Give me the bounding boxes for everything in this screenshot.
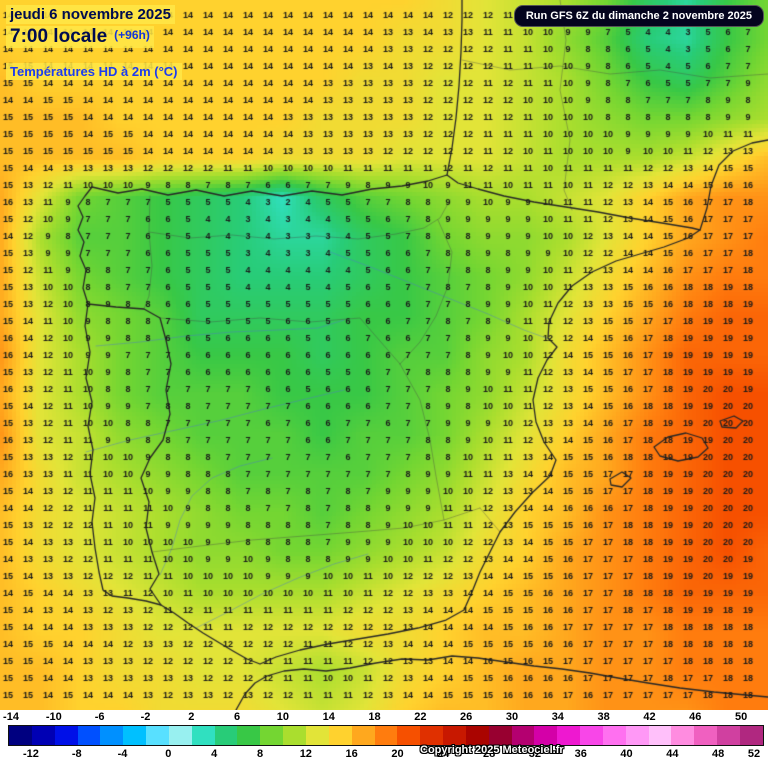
legend-color-cell <box>328 726 352 745</box>
legend-color-cell <box>694 726 718 745</box>
legend-tick-label: 32 <box>528 748 542 760</box>
legend-color-cell <box>648 726 672 745</box>
variable-label: Températures HD à 2m (°C) <box>6 63 182 80</box>
legend-tick-label: 44 <box>666 748 679 760</box>
legend-tick-label: 26 <box>460 711 473 723</box>
legend-tick-label: 28 <box>482 748 496 760</box>
temperature-legend: -14 -10 -6 -2 2 6 10 14 18 22 26 30 34 38 42 46 50 -12 -8… <box>0 710 768 768</box>
legend-tick-label: 24 <box>437 748 450 760</box>
copyright-text: Copyright 2025 Meteociel.fr <box>420 744 564 756</box>
legend-color-cell <box>305 726 329 745</box>
legend-color-cell <box>397 726 421 745</box>
legend-tick-label: 42 <box>643 711 656 723</box>
legend-color-cell <box>625 726 649 745</box>
legend-tick-label: 52 <box>747 748 761 760</box>
forecast-offset-label: (+96h) <box>114 28 150 42</box>
legend-tick-label: -12 <box>22 748 39 760</box>
legend-tick-label: 20 <box>391 748 404 760</box>
legend-tick-label: -14 <box>3 711 19 723</box>
legend-tick-label: 30 <box>505 711 519 723</box>
legend-color-cell <box>420 726 444 745</box>
legend-tick-label: 38 <box>597 711 610 723</box>
legend-tick-label: 46 <box>689 711 702 723</box>
legend-color-cell <box>146 726 169 745</box>
legend-tick-label: 14 <box>322 711 335 723</box>
forecast-date-label: jeudi 6 novembre 2025 <box>6 5 175 24</box>
legend-color-cell <box>77 726 101 745</box>
legend-tick-label: 0 <box>165 748 172 760</box>
legend-color-cell <box>511 726 535 745</box>
legend-color-cell <box>534 726 558 745</box>
legend-tick-label: 34 <box>551 711 564 723</box>
legend-color-cell <box>214 726 238 745</box>
legend-tick-label: 16 <box>345 748 358 760</box>
legend-color-cell <box>602 726 626 745</box>
legend-tick-label: 6 <box>234 711 241 723</box>
legend-color-bar <box>8 725 764 746</box>
legend-tick-label: 10 <box>276 711 290 723</box>
legend-tick-label: -8 <box>71 748 82 760</box>
legend-tick-label: 40 <box>620 748 633 760</box>
legend-color-cell <box>488 726 512 745</box>
legend-color-cell <box>123 726 147 745</box>
legend-color-cell <box>740 726 763 745</box>
legend-tick-label: -2 <box>140 711 151 723</box>
legend-tick-label: 36 <box>574 748 587 760</box>
legend-tick-label: -6 <box>94 711 105 723</box>
legend-color-cell <box>237 726 261 745</box>
legend-color-cell <box>9 726 32 745</box>
legend-color-cell <box>717 726 740 745</box>
legend-color-cell <box>557 726 581 745</box>
legend-tick-label: 2 <box>188 711 195 723</box>
legend-tick-label: 12 <box>299 748 312 760</box>
legend-color-cell <box>260 726 284 745</box>
legend-color-cell <box>374 726 398 745</box>
legend-color-cell <box>54 726 78 745</box>
legend-color-cell <box>191 726 215 745</box>
legend-color-cell <box>443 726 466 745</box>
forecast-time-text: 7:00 locale <box>10 26 108 47</box>
legend-tick-label: 22 <box>414 711 427 723</box>
legend-tick-label: 18 <box>368 711 381 723</box>
legend-color-cell <box>580 726 603 745</box>
legend-tick-label: -10 <box>45 711 62 723</box>
legend-tick-label: 4 <box>211 748 218 760</box>
legend-tick-label: -4 <box>117 748 128 760</box>
run-info-badge: Run GFS 6Z du dimanche 2 novembre 2025 <box>513 5 764 27</box>
forecast-time-label: 7:00 locale (+96h) <box>6 26 154 48</box>
legend-color-cell <box>671 726 695 745</box>
legend-tick-label: 48 <box>712 748 725 760</box>
legend-color-cell <box>100 726 124 745</box>
legend-color-cell <box>168 726 192 745</box>
legend-tick-label: 8 <box>256 748 264 760</box>
temperature-map-canvas <box>0 0 768 710</box>
legend-color-cell <box>31 726 55 745</box>
legend-color-cell <box>351 726 375 745</box>
legend-color-cell <box>465 726 489 745</box>
legend-color-cell <box>283 726 306 745</box>
legend-tick-label: 50 <box>734 711 748 723</box>
